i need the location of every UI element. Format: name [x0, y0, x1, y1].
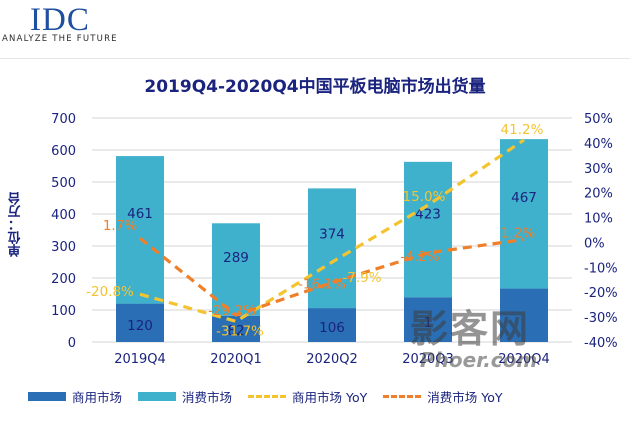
- legend: 商用市场 消费市场 商用市场 YoY 消费市场 YoY: [28, 387, 608, 405]
- y2-tick-label: -30%: [584, 311, 618, 326]
- bar-label-consumer: 289: [223, 250, 249, 266]
- bar-label-commercial: 1: [424, 315, 433, 331]
- x-tick-label: 2019Q4: [114, 352, 166, 367]
- y2-tick-label: -20%: [584, 286, 618, 301]
- line-label-commercial-yoy: -20.8%: [86, 284, 134, 300]
- y-tick-label: 500: [51, 176, 76, 191]
- y2-tick-label: 10%: [584, 212, 613, 227]
- line-label-consumer-yoy: 1.2%: [501, 225, 535, 241]
- legend-item-consumer-yoy: 消费市场 YoY: [383, 387, 502, 406]
- bar-label-commercial: 120: [127, 318, 153, 334]
- y2-tick-label: 50%: [584, 112, 613, 127]
- legend-swatch-commercial: [28, 392, 66, 401]
- line-label-consumer-yoy: -4.2%: [400, 249, 439, 265]
- bar-commercial: [500, 289, 548, 342]
- bar-consumer: [404, 162, 452, 297]
- legend-item-consumer: 消费市场: [138, 387, 232, 406]
- y-tick-label: 700: [51, 112, 76, 127]
- y2-tick-label: 30%: [584, 162, 613, 177]
- line-label-commercial-yoy: 15.0%: [403, 189, 446, 205]
- bar-label-consumer: 423: [415, 207, 441, 223]
- legend-item-commercial-yoy: 商用市场 YoY: [248, 387, 367, 406]
- y-tick-label: 100: [51, 304, 76, 319]
- bar-consumer: [500, 139, 548, 288]
- legend-swatch-consumer: [138, 392, 176, 401]
- x-tick-label: 2020Q1: [210, 352, 262, 367]
- legend-label-commercial-yoy: 商用市场 YoY: [292, 387, 367, 406]
- legend-label-consumer: 消费市场: [182, 387, 232, 406]
- y2-tick-label: 40%: [584, 137, 613, 152]
- line-label-consumer-yoy: -16.1%: [298, 277, 346, 293]
- bar-label-commercial: 106: [319, 320, 345, 336]
- line-label-commercial-yoy: -7.9%: [342, 270, 381, 286]
- legend-swatch-commercial-yoy: [248, 395, 286, 398]
- bar-label-consumer: 374: [319, 227, 345, 243]
- y2-tick-label: 0%: [584, 236, 605, 251]
- bar-consumer: [212, 223, 260, 315]
- x-tick-label: 2020Q3: [402, 352, 454, 367]
- y-tick-label: 600: [51, 144, 76, 159]
- y-tick-label: 400: [51, 208, 76, 223]
- y-axis-label: 单位：万台: [2, 160, 30, 290]
- bar-label-consumer: 467: [511, 190, 537, 206]
- y2-tick-label: -10%: [584, 261, 618, 276]
- line-label-consumer-yoy: -29.2%: [208, 303, 256, 319]
- legend-item-commercial: 商用市场: [28, 387, 122, 406]
- y-tick-label: 200: [51, 272, 76, 287]
- y-tick-label: 300: [51, 240, 76, 255]
- x-tick-label: 2020Q2: [306, 352, 358, 367]
- legend-swatch-consumer-yoy: [383, 395, 421, 398]
- x-tick-label: 2020Q4: [498, 352, 550, 367]
- legend-label-consumer-yoy: 消费市场 YoY: [427, 387, 502, 406]
- line-label-commercial-yoy: -31.7%: [216, 323, 264, 339]
- legend-label-commercial: 商用市场: [72, 387, 122, 406]
- y-tick-label: 0: [68, 336, 76, 351]
- line-label-consumer-yoy: 1.7%: [103, 218, 137, 234]
- y2-tick-label: 20%: [584, 187, 613, 202]
- y2-tick-label: -40%: [584, 336, 618, 351]
- line-label-commercial-yoy: 41.2%: [501, 122, 544, 138]
